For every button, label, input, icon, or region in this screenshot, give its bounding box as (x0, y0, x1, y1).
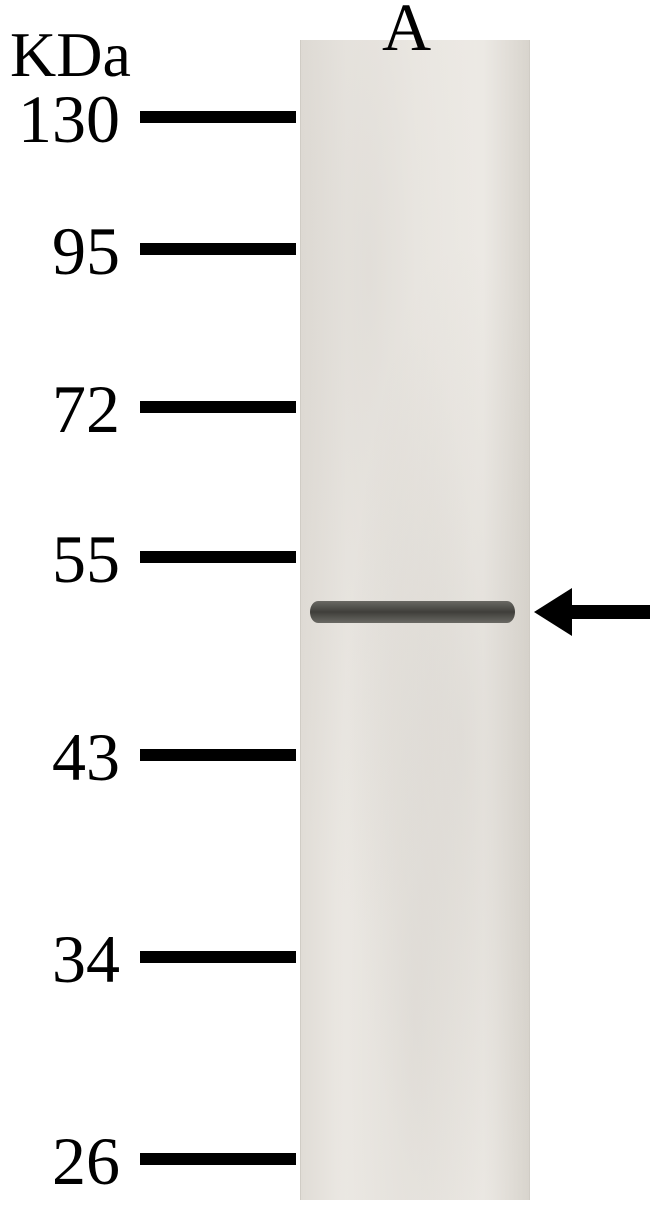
western-blot-figure: KDa A 130 95 72 55 43 34 26 (0, 0, 650, 1228)
marker-tick-26 (140, 1153, 296, 1165)
arrow-shaft (572, 605, 650, 619)
marker-tick-34 (140, 951, 296, 963)
lane-label-a: A (382, 0, 431, 67)
marker-tick-43 (140, 749, 296, 761)
marker-label-55: 55 (52, 520, 120, 599)
marker-label-72: 72 (52, 370, 120, 449)
marker-label-26: 26 (52, 1122, 120, 1201)
marker-label-34: 34 (52, 920, 120, 999)
marker-tick-95 (140, 243, 296, 255)
marker-label-130: 130 (18, 80, 120, 159)
arrow-head-icon (534, 588, 572, 636)
marker-tick-130 (140, 111, 296, 123)
marker-tick-55 (140, 551, 296, 563)
marker-label-43: 43 (52, 718, 120, 797)
protein-band (310, 601, 515, 623)
marker-label-95: 95 (52, 212, 120, 291)
arrow-indicator (534, 588, 650, 636)
marker-tick-72 (140, 401, 296, 413)
